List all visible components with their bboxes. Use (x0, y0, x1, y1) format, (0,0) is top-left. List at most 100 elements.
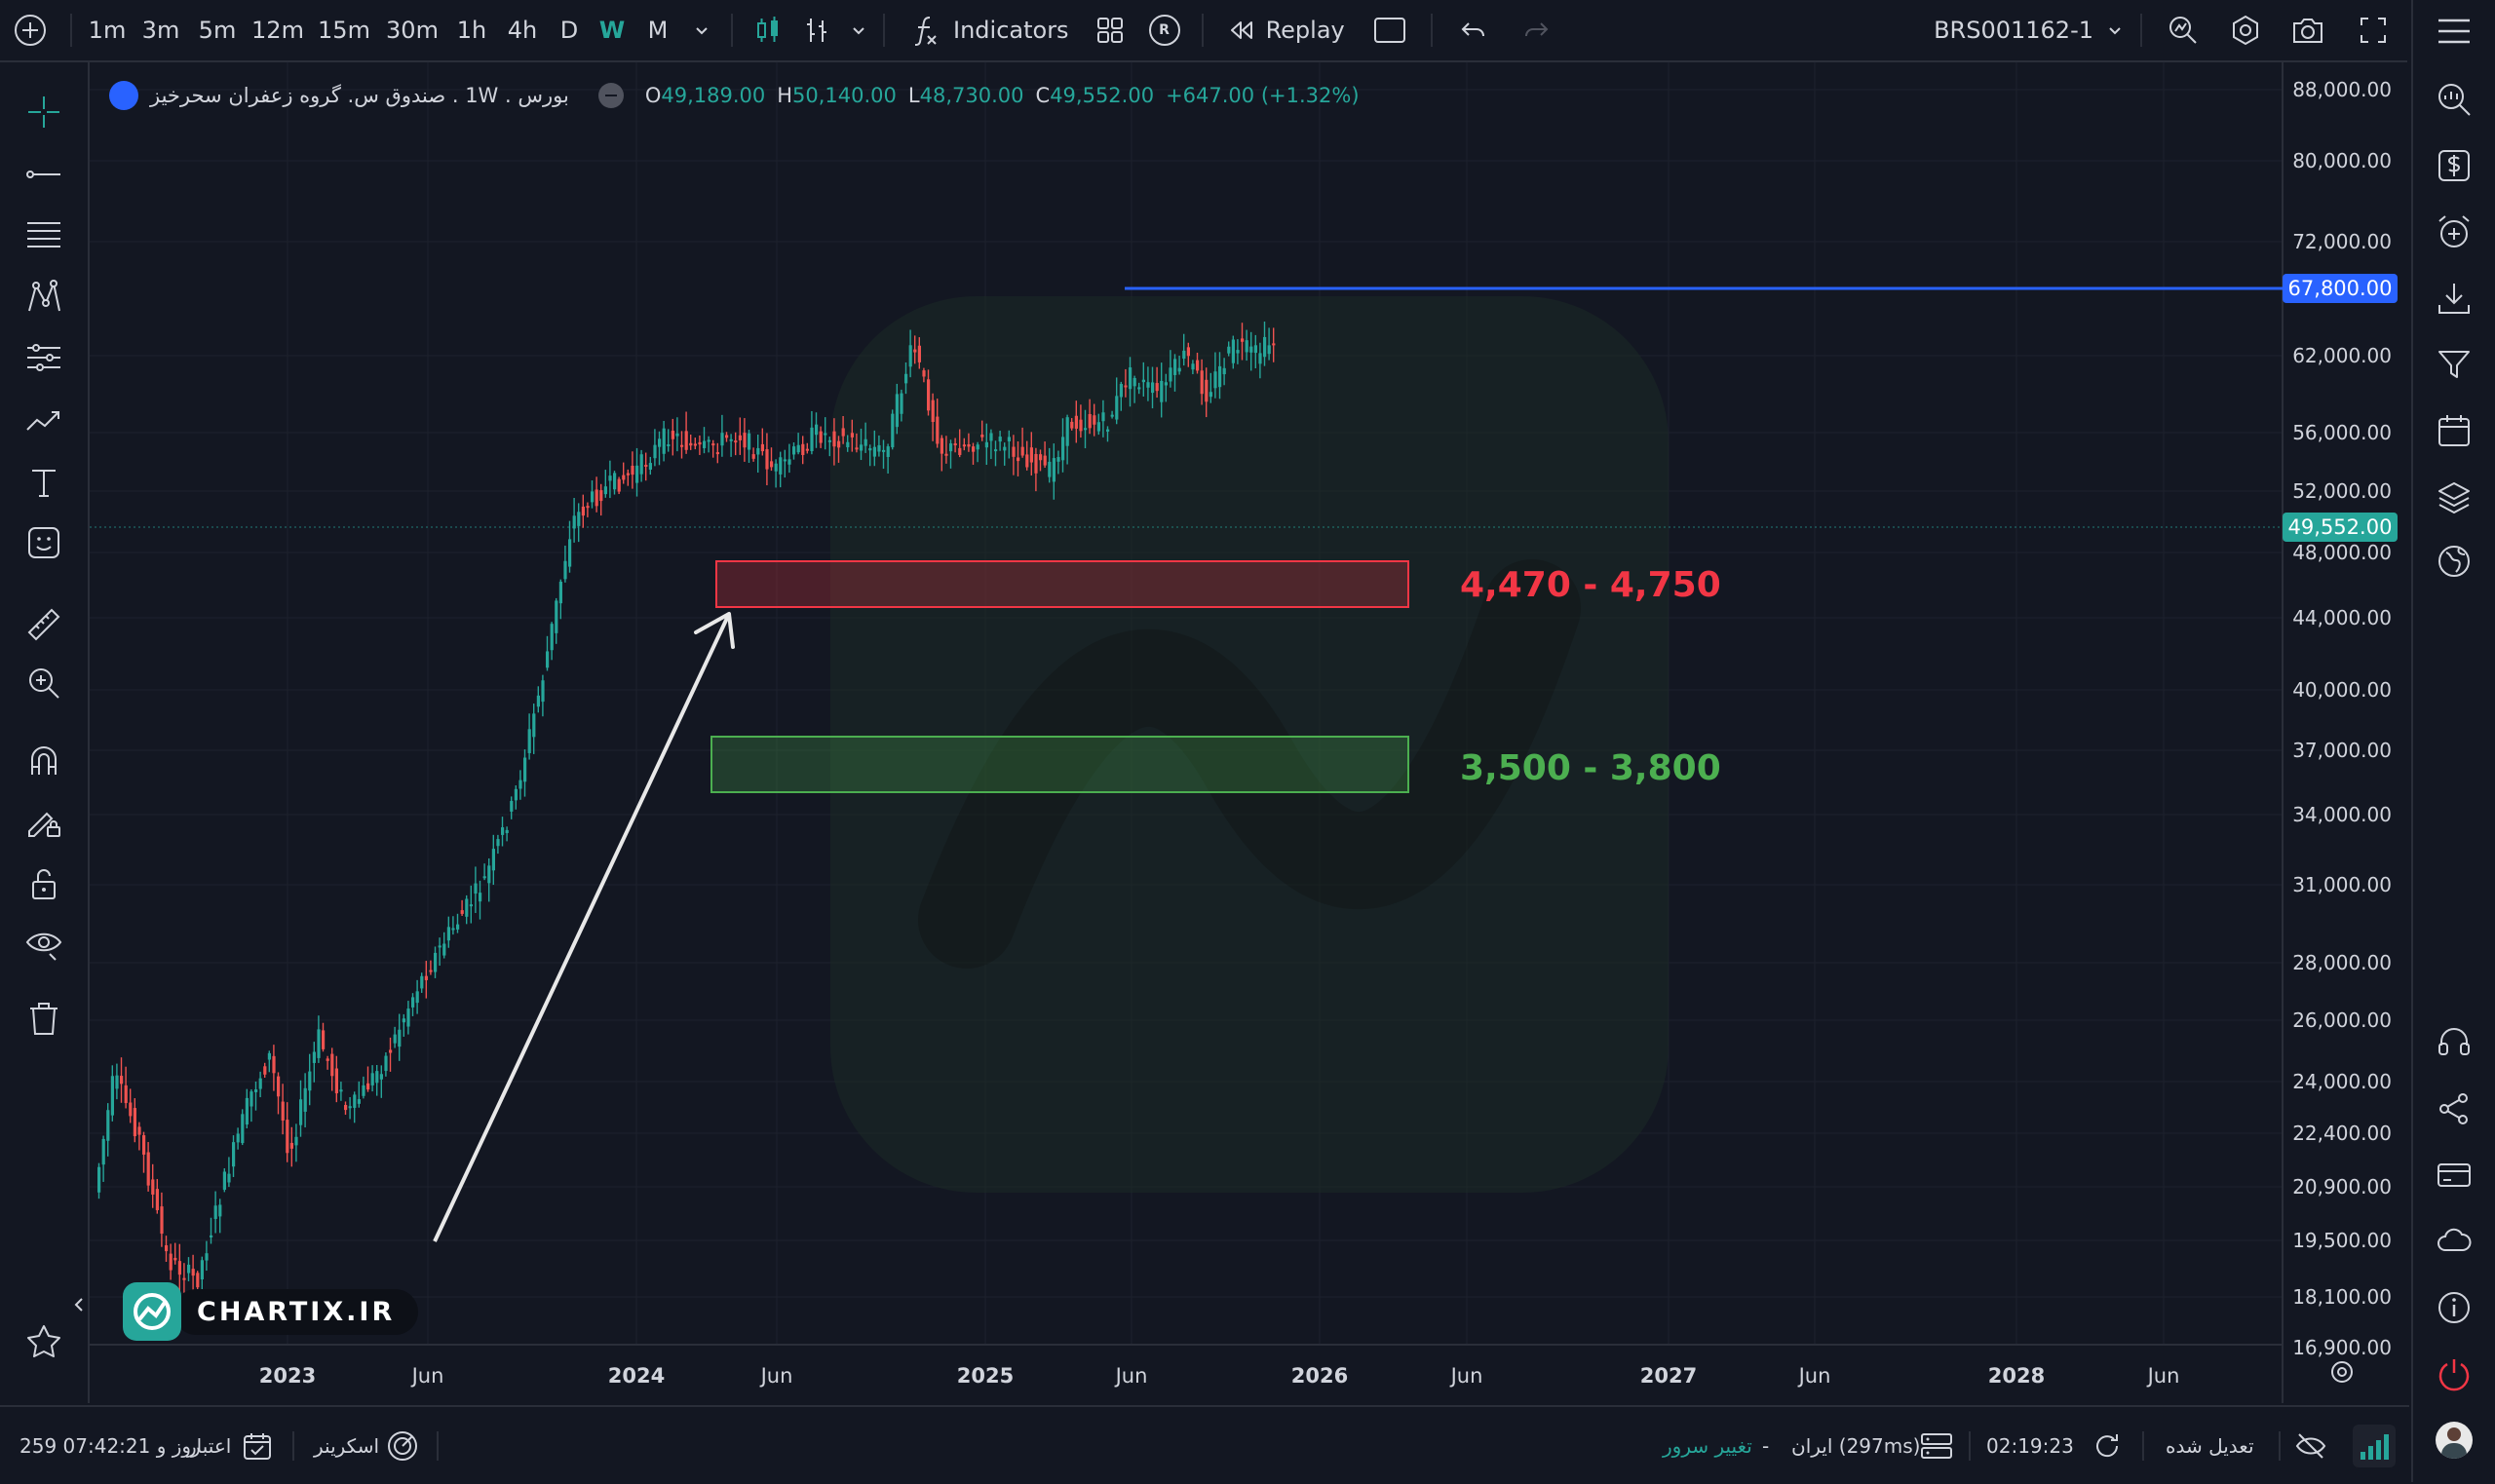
user-avatar-button[interactable] (2431, 1417, 2477, 1464)
favorites-tool[interactable] (21, 1319, 66, 1364)
zoom-tool[interactable] (21, 661, 66, 705)
time-axis-label: Jun (760, 1364, 793, 1388)
candle-body (877, 444, 881, 452)
lock-all-tool[interactable] (21, 861, 66, 906)
candle-body (949, 443, 953, 452)
undo-button[interactable] (1442, 0, 1505, 60)
price-chart[interactable] (90, 62, 2409, 1403)
hide-indicators-button[interactable] (2294, 1407, 2327, 1484)
timeframe-3m-button[interactable]: 3m (141, 17, 180, 44)
projection-tool[interactable] (21, 335, 66, 380)
timeframe-d-button[interactable]: D (559, 17, 579, 44)
share-button[interactable] (2431, 1085, 2477, 1132)
candle-body (779, 457, 783, 475)
high-value: 50,140.00 (792, 84, 897, 107)
candle-body (635, 465, 639, 483)
pattern-tool[interactable] (21, 275, 66, 320)
text-tool[interactable] (21, 460, 66, 505)
screener-button[interactable] (386, 1407, 419, 1484)
candle-body (446, 927, 450, 941)
search-button[interactable] (2431, 76, 2477, 123)
settings-gear[interactable] (2328, 1358, 2356, 1386)
timeframe-m-button[interactable]: M (647, 17, 669, 44)
r-badge-button[interactable]: R (1137, 0, 1192, 60)
remove-drawings-tool[interactable] (21, 996, 66, 1041)
change-server-link[interactable]: تغییر سرور (1663, 1433, 1752, 1458)
close-label: C (1035, 84, 1051, 107)
candle-body (496, 839, 500, 847)
replay-button[interactable]: Replay (1213, 0, 1359, 60)
trend-line-tool[interactable] (21, 152, 66, 197)
financials-button[interactable] (2431, 142, 2477, 189)
candle-body (756, 447, 760, 455)
measure-tool[interactable] (21, 602, 66, 647)
snapshot-button[interactable] (2277, 0, 2339, 60)
timeframe-more-button[interactable] (682, 0, 721, 60)
candle-body (322, 1030, 326, 1049)
magnet-tool[interactable] (21, 739, 66, 783)
hide-drawings-tool[interactable] (21, 922, 66, 967)
timeframe-30m-button[interactable]: 30m (386, 17, 439, 44)
crosshair-tool[interactable] (21, 90, 66, 134)
resistance-zone[interactable] (715, 560, 1409, 608)
candle-body (205, 1253, 209, 1261)
timeframe-1m-button[interactable]: 1m (88, 17, 127, 44)
legend-title[interactable]: بورس . 1W . صندوق س. گروه زعفران سحرخیز (150, 84, 569, 107)
globe-button[interactable] (2431, 538, 2477, 585)
support-button[interactable] (2431, 1019, 2477, 1066)
timeframe-12m-button[interactable]: 12m (251, 17, 304, 44)
timeframe-w-button[interactable]: W (598, 17, 626, 44)
candle-body (989, 433, 993, 441)
cloud-button[interactable] (2431, 1218, 2477, 1265)
refresh-button[interactable] (2092, 1407, 2123, 1484)
symbol-selector[interactable]: BRS001162-1 (1926, 0, 2130, 60)
signal-button[interactable] (2353, 1407, 2396, 1484)
layers-button[interactable] (2431, 474, 2477, 520)
arrow-drawing[interactable] (433, 612, 735, 1242)
timeframe-1h-button[interactable]: 1h (456, 17, 487, 44)
screener-label[interactable]: اسکرینر (314, 1433, 380, 1458)
adjusted-label[interactable]: تعدیل شده (2166, 1433, 2254, 1458)
download-button[interactable] (2431, 275, 2477, 322)
alarm-add-icon (2438, 215, 2470, 247)
sticker-tool[interactable] (21, 520, 66, 565)
redo-button[interactable] (1505, 0, 1567, 60)
candle-body (998, 437, 1002, 442)
quick-analysis-button[interactable] (2152, 0, 2214, 60)
chart-type-candles-button[interactable] (743, 0, 793, 60)
chart-type-more-button[interactable] (844, 0, 873, 60)
forecast-tool[interactable] (21, 398, 66, 442)
layers-icon (2438, 482, 2470, 514)
divider (70, 14, 72, 47)
candle-body (353, 1094, 357, 1108)
alerts-button[interactable] (2431, 209, 2477, 255)
timeframe-4h-button[interactable]: 4h (507, 17, 538, 44)
candle-body (1205, 379, 1209, 402)
timeframe-15m-button[interactable]: 15m (318, 17, 370, 44)
support-zone[interactable] (710, 736, 1409, 793)
fib-tool[interactable] (21, 212, 66, 257)
timeframe-5m-button[interactable]: 5m (198, 17, 237, 44)
server-button[interactable] (1920, 1407, 1953, 1484)
rectangle-toggle-button[interactable] (1359, 0, 1421, 60)
settings-button[interactable] (2214, 0, 2277, 60)
grid-layout-icon (1096, 18, 1123, 43)
subscription-button[interactable] (242, 1407, 273, 1484)
indicators-button[interactable]: Indicators (895, 0, 1083, 60)
calendar-button[interactable] (2431, 407, 2477, 454)
add-symbol-button[interactable] (0, 0, 60, 60)
chart-type-bars-button[interactable] (793, 0, 844, 60)
info-button[interactable] (2431, 1284, 2477, 1331)
candle-body (936, 416, 940, 444)
legend-toggle-button[interactable] (597, 83, 624, 108)
menu-button[interactable] (2431, 8, 2477, 55)
fullscreen-button[interactable] (2339, 0, 2407, 60)
billing-button[interactable] (2431, 1152, 2477, 1199)
layouts-button[interactable] (1083, 0, 1137, 60)
filter-button[interactable] (2431, 341, 2477, 388)
lock-drawing-tool[interactable] (21, 799, 66, 844)
chart-pane[interactable] (90, 62, 2409, 1403)
collapse-toolbar-button[interactable] (70, 1282, 88, 1327)
candle-body (832, 431, 836, 447)
logout-button[interactable] (2431, 1351, 2477, 1397)
